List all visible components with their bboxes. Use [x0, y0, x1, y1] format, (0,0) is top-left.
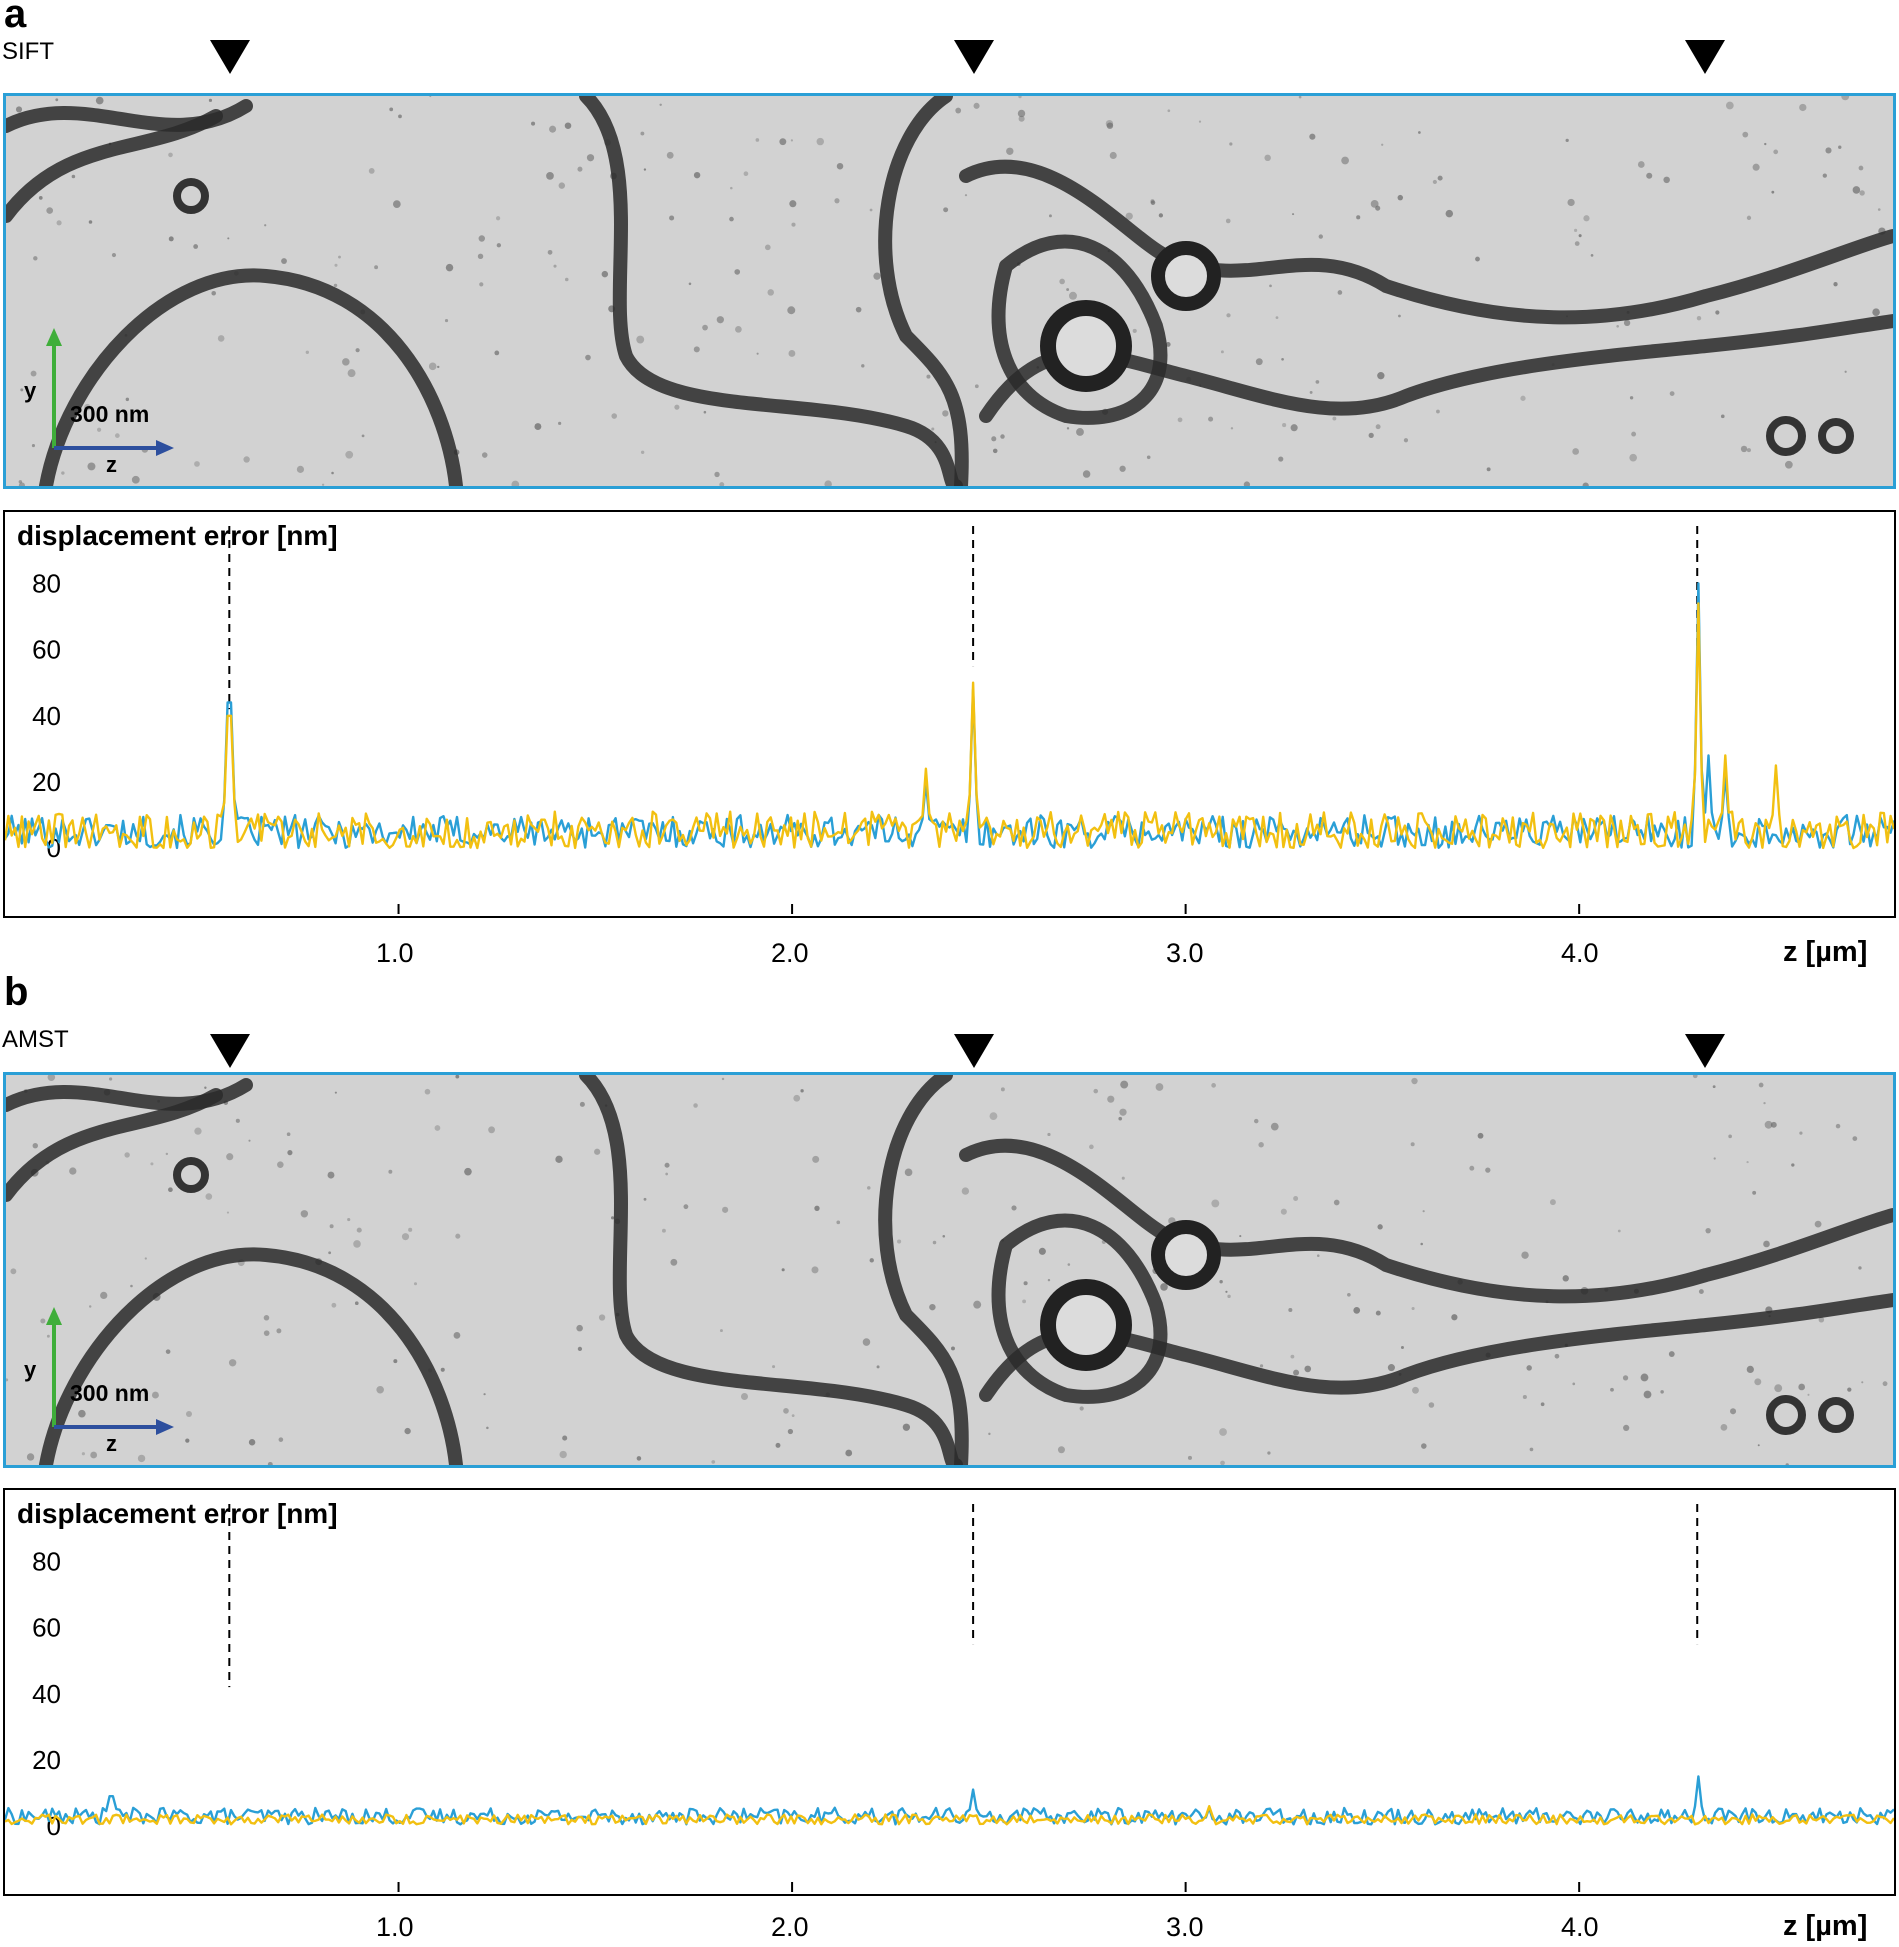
z-axis-label: z: [106, 1431, 117, 1456]
y-tick-label: 60: [32, 1613, 61, 1643]
x-tick-label: 1.0: [376, 938, 414, 968]
y-tick-label: 20: [32, 767, 61, 797]
scale-bar-label: 300 nm: [70, 401, 150, 427]
artifact-marker: [1685, 40, 1725, 74]
y-tick-label: 40: [32, 701, 61, 731]
artifact-marker: [210, 40, 250, 74]
panel-a: a SIFT 300 nm y z 0 20 40 60 80 displacement…: [2, 0, 1896, 968]
x-tick-label: 2.0: [771, 938, 809, 968]
panel-letter: b: [4, 970, 29, 1014]
y-tick-label: 80: [32, 569, 61, 599]
method-label: AMST: [2, 1026, 69, 1053]
panel-letter: a: [4, 0, 27, 36]
em-micrograph: [6, 96, 1893, 486]
method-label: SIFT: [2, 38, 54, 65]
x-tick-label: 3.0: [1166, 938, 1204, 968]
x-tick-label: 1.0: [376, 1912, 414, 1942]
scale-axes: [46, 328, 174, 456]
artifact-marker: [954, 1034, 994, 1068]
y-axis-label: y: [24, 378, 37, 403]
x-tick-label: 4.0: [1561, 938, 1599, 968]
artifact-marker: [1685, 1034, 1725, 1068]
series-line: [5, 1805, 1894, 1826]
artifact-marker: [210, 1034, 250, 1068]
em-image-sift: 300 nm y z: [3, 93, 1896, 489]
chart-title: displacement error [nm]: [17, 1498, 338, 1529]
x-tick-label: 2.0: [771, 1912, 809, 1942]
scale-axes: [46, 1307, 174, 1435]
y-axis-label: y: [24, 1357, 37, 1382]
chart-title: displacement error [nm]: [17, 520, 338, 551]
x-tick-label: 3.0: [1166, 1912, 1204, 1942]
x-axis-label: z [µm]: [1783, 936, 1868, 968]
artifact-marker: [954, 40, 994, 74]
em-image-amst: 300 nm y z: [3, 1072, 1896, 1468]
panel-b: b AMST 300 nm y z 0 20 40 60 80 displacement…: [0, 972, 1899, 1947]
y-tick-label: 20: [32, 1745, 61, 1775]
z-axis-label: z: [106, 452, 117, 477]
x-tick-label: 4.0: [1561, 1912, 1599, 1942]
series-line: [5, 582, 1894, 850]
plot-sift: 0 20 40 60 80 displacement error [nm]: [3, 510, 1896, 918]
series-line: [5, 602, 1894, 850]
em-micrograph: [6, 1075, 1893, 1465]
y-tick-label: 60: [32, 635, 61, 665]
y-tick-label: 40: [32, 1679, 61, 1709]
plot-amst: 0 20 40 60 80 displacement error [nm]: [3, 1488, 1896, 1896]
x-axis-label: z [µm]: [1783, 1910, 1868, 1942]
y-tick-label: 80: [32, 1547, 61, 1577]
scale-bar-label: 300 nm: [70, 1380, 150, 1406]
